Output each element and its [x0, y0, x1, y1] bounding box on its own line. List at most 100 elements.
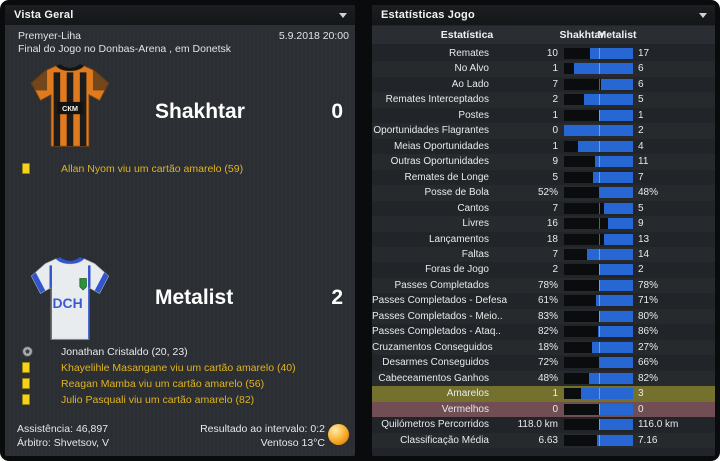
stat-home-value: 48% — [537, 372, 558, 384]
stat-home-value: 1 — [552, 140, 558, 152]
stat-comparison-bar — [564, 403, 633, 415]
referee-label: Árbitro: Shvetsov, V — [17, 437, 110, 449]
stat-away-value: 13 — [638, 233, 650, 245]
home-shirt-image: СКМ — [29, 58, 111, 154]
bar-midline — [598, 48, 600, 59]
overview-panel-header[interactable]: Vista Geral — [5, 5, 355, 25]
bar-midline — [598, 94, 600, 106]
stat-away-value: 9 — [638, 218, 644, 230]
stat-home-value: 78% — [537, 279, 558, 291]
stat-away-value: 7.16 — [638, 434, 658, 446]
stat-home-value: 7 — [552, 202, 558, 214]
away-bar-segment — [573, 63, 633, 75]
bar-midline — [598, 357, 600, 369]
column-away-label: Metalist — [597, 29, 637, 41]
stat-home-value: 0 — [552, 125, 558, 137]
stat-comparison-bar — [564, 125, 633, 137]
stat-label: Passes Completados - Ataq.. — [372, 326, 501, 338]
stat-home-value: 6.63 — [538, 434, 558, 446]
away-bar-segment — [598, 109, 633, 121]
stats-panel-header[interactable]: Estatísticas Jogo — [372, 5, 715, 25]
away-bar-segment — [581, 388, 633, 400]
bar-midline — [598, 202, 600, 214]
stat-away-value: 3 — [638, 388, 644, 400]
bar-midline — [598, 403, 600, 415]
away-bar-segment — [598, 403, 633, 415]
stat-comparison-bar — [564, 63, 633, 75]
stat-label: Quilómetros Percorridos — [381, 419, 489, 431]
stats-column-header: Estatística Shakhtar Metalist — [372, 26, 715, 44]
stat-away-value: 86% — [638, 326, 659, 338]
stat-label: Cantos — [457, 202, 489, 214]
stat-label: Oportunidades Flagrantes — [373, 125, 489, 137]
stat-label: Postes — [458, 109, 489, 121]
home-team-name: Shakhtar — [155, 100, 245, 123]
stat-label: Classificação Média — [400, 434, 489, 446]
stat-row: Remates 10 17 — [372, 46, 715, 61]
away-bar-segment — [583, 94, 633, 106]
stat-label: Cruzamentos Conseguidos — [372, 341, 493, 353]
event-row: Allan Nyom viu um cartão amarelo (59) — [5, 162, 355, 178]
event-row: Khayelihle Masangane viu um cartão amare… — [5, 361, 355, 377]
stat-home-value: 18% — [537, 341, 558, 353]
stat-comparison-bar — [564, 310, 633, 322]
stat-row: Meias Oportunidades 1 4 — [372, 139, 715, 154]
home-team-line: Shakhtar 0 — [155, 100, 345, 126]
bar-midline — [598, 171, 600, 183]
away-team-name: Metalist — [155, 286, 234, 309]
event-text: Reagan Mamba viu um cartão amarelo (56) — [61, 378, 265, 390]
stat-label: Cabeceamentos Ganhos — [378, 372, 489, 384]
stat-row: Desarmes Conseguidos 72% 66% — [372, 355, 715, 370]
chevron-down-icon[interactable] — [339, 13, 347, 18]
away-bar-segment — [589, 48, 633, 59]
stat-comparison-bar — [564, 202, 633, 214]
stat-away-value: 5 — [638, 202, 644, 214]
stat-label: Remates de Longe — [404, 171, 489, 183]
stat-label: Amarelos — [446, 388, 489, 400]
stat-comparison-bar — [564, 388, 633, 400]
stat-comparison-bar — [564, 48, 633, 59]
stat-label: Meias Oportunidades — [393, 140, 489, 152]
stat-home-value: 1 — [552, 388, 558, 400]
stat-home-value: 16 — [546, 218, 558, 230]
yellow-card-icon — [22, 163, 30, 174]
event-row: Julio Pasquali viu um cartão amarelo (82… — [5, 393, 355, 409]
match-datetime: 5.9.2018 20:00 — [278, 30, 349, 42]
away-bar-segment — [586, 248, 633, 260]
stat-home-value: 52% — [537, 187, 558, 199]
yellow-card-icon — [22, 394, 30, 405]
bar-midline — [598, 125, 600, 137]
away-bar-segment — [595, 156, 633, 168]
bar-midline — [598, 109, 600, 121]
away-bar-segment — [597, 326, 633, 338]
stat-label: Remates Interceptados — [385, 94, 489, 106]
away-bar-segment — [598, 419, 633, 431]
stat-comparison-bar — [564, 419, 633, 431]
chevron-down-icon[interactable] — [699, 13, 707, 18]
away-bar-segment — [599, 310, 633, 322]
stat-row: Remates Interceptados 2 5 — [372, 92, 715, 107]
stat-away-value: 116.0 km — [638, 419, 679, 431]
weather-label: Ventoso 13°C — [260, 437, 325, 449]
stats-panel-title: Estatísticas Jogo — [381, 9, 475, 21]
event-row: Reagan Mamba viu um cartão amarelo (56) — [5, 377, 355, 393]
stat-home-value: 2 — [552, 94, 558, 106]
column-home-label: Shakhtar — [559, 29, 605, 41]
stat-home-value: 10 — [546, 48, 558, 59]
away-bar-segment — [604, 202, 633, 214]
away-bar-segment — [600, 357, 633, 369]
stat-row: Faltas 7 14 — [372, 247, 715, 262]
stat-comparison-bar — [564, 434, 633, 446]
stat-row: Postes 1 1 — [372, 108, 715, 123]
overview-panel-title: Vista Geral — [14, 9, 74, 21]
stat-home-value: 83% — [537, 310, 558, 322]
stat-away-value: 71% — [638, 295, 659, 307]
bar-midline — [598, 310, 600, 322]
stat-row: Quilómetros Percorridos 118.0 km 116.0 km — [372, 417, 715, 432]
column-stat-label: Estatística — [440, 29, 494, 41]
stat-comparison-bar — [564, 295, 633, 307]
stat-home-value: 61% — [537, 295, 558, 307]
stat-comparison-bar — [564, 140, 633, 152]
stat-away-value: 7 — [638, 171, 644, 183]
stat-away-value: 1 — [638, 109, 644, 121]
